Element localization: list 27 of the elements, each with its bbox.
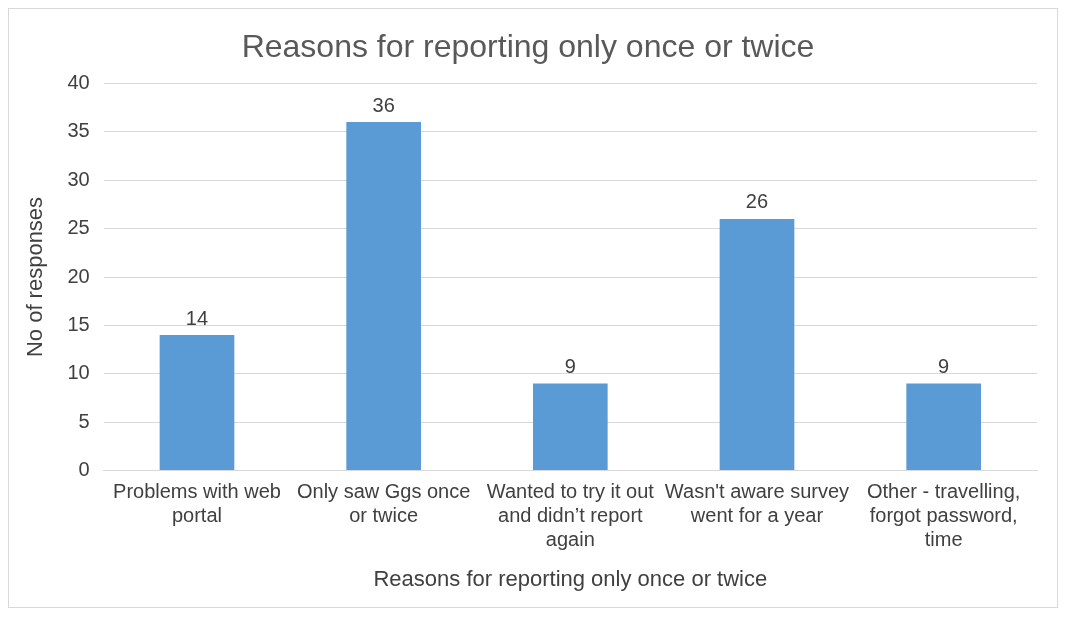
chart-title: Reasons for reporting only once or twice xyxy=(241,28,815,65)
data-label: 9 xyxy=(564,355,576,377)
bar xyxy=(159,335,235,471)
y-tick-label: 15 xyxy=(67,312,90,335)
bar xyxy=(906,383,981,471)
bar xyxy=(719,218,795,471)
y-tick-label: 35 xyxy=(67,119,90,142)
data-label: 36 xyxy=(372,93,395,116)
bar xyxy=(346,122,421,471)
y-axis-title: No of responses xyxy=(22,196,48,358)
y-tick-label: 25 xyxy=(67,216,90,239)
y-tick-label: 20 xyxy=(67,264,90,287)
data-label: 9 xyxy=(938,355,950,377)
x-tick-label: Problems with web portal xyxy=(113,480,281,527)
y-tick-label: 0 xyxy=(78,458,90,481)
x-tick-label: Other - travelling, forgot password, time xyxy=(866,480,1021,551)
bar xyxy=(532,383,608,471)
x-tick-label: Wasn't aware survey went for a year xyxy=(664,480,850,527)
x-tick-label: Only saw Ggs once or twice xyxy=(296,480,471,527)
y-tick-label: 5 xyxy=(78,409,90,432)
y-tick-label: 10 xyxy=(67,361,90,384)
x-axis-title: Reasons for reporting only once or twice xyxy=(373,565,768,591)
data-label: 26 xyxy=(745,190,769,213)
y-tick-label: 30 xyxy=(67,167,90,190)
data-label: 14 xyxy=(185,306,209,329)
x-tick-label: Wanted to try it out and didn’t report again xyxy=(486,480,655,551)
y-tick-label: 40 xyxy=(67,70,90,93)
